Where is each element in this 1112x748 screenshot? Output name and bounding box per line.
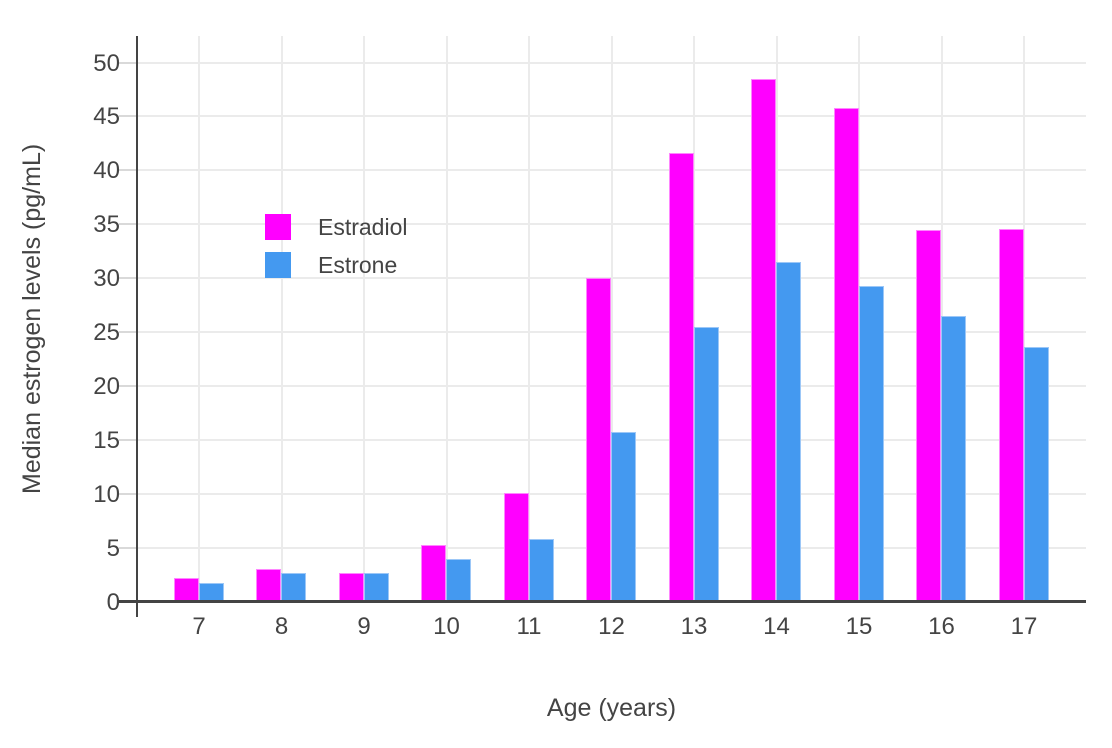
estrone-swatch-icon [265, 252, 291, 278]
y-tick-label: 0 [106, 588, 120, 616]
x-gridline [610, 36, 613, 602]
y-tick-label: 50 [93, 49, 120, 77]
y-axis-line [135, 36, 138, 617]
y-tick-label: 15 [93, 426, 120, 454]
estrone-bar [858, 285, 884, 602]
estradiol-bar [998, 228, 1024, 602]
estradiol-bar [338, 573, 364, 602]
x-gridline [445, 36, 448, 602]
estradiol-bar [421, 545, 446, 602]
estrone-bar [693, 326, 719, 602]
y-axis-tick [119, 61, 136, 64]
estrone-bar [611, 432, 636, 602]
estrone-bar [941, 315, 966, 602]
estradiol-bar [503, 492, 529, 602]
y-tick-label: 40 [93, 157, 120, 185]
x-tick-label: 16 [928, 613, 955, 640]
y-tick-label: 10 [93, 480, 120, 508]
x-tick-label: 11 [516, 613, 542, 640]
legend: Estradiol Estrone [265, 214, 407, 278]
legend-label-estradiol: Estradiol [318, 213, 408, 240]
y-axis-tick [119, 546, 136, 549]
estrone-bar [446, 559, 471, 602]
x-tick-label: 14 [763, 613, 790, 640]
estradiol-bar [751, 78, 776, 602]
y-tick-label: 30 [93, 265, 120, 293]
estradiol-bar [833, 107, 859, 602]
y-tick-label: 5 [106, 534, 120, 562]
legend-label-estrone: Estrone [318, 251, 398, 278]
y-axis-tick [119, 277, 136, 280]
estradiol-bar [916, 229, 941, 602]
x-tick-label: 13 [680, 613, 708, 640]
x-tick-label: 8 [274, 613, 289, 640]
x-gridline [280, 36, 283, 602]
y-axis-tick [119, 492, 136, 495]
estrone-bar [1023, 347, 1049, 602]
estrone-bar [776, 261, 801, 602]
x-gridline [363, 36, 365, 602]
x-tick-label: 17 [1010, 613, 1038, 640]
y-axis-tick [119, 115, 136, 118]
estrone-bar [281, 573, 306, 602]
y-axis-tick [119, 223, 136, 226]
y-tick-label: 35 [93, 211, 120, 239]
x-tick-label: 15 [845, 613, 873, 640]
estradiol-bar [586, 278, 611, 602]
y-axis-tick [119, 438, 136, 441]
x-gridline [198, 36, 200, 602]
x-tick-label: 9 [357, 613, 371, 640]
estrone-bar [363, 573, 389, 602]
legend-item-estrone: Estrone [265, 252, 407, 278]
estradiol-bar [668, 153, 694, 602]
y-tick-label: 45 [93, 103, 120, 131]
y-axis-title: Median estrogen levels (pg/mL) [18, 143, 46, 494]
x-gridline [528, 36, 530, 602]
y-tick-label: 20 [93, 372, 120, 400]
x-tick-label: 7 [192, 613, 206, 640]
y-axis-tick [119, 384, 136, 387]
estradiol-bar [173, 577, 199, 602]
legend-item-estradiol: Estradiol [265, 214, 407, 240]
estrone-bar [198, 583, 224, 602]
estradiol-bar [256, 569, 281, 602]
estrone-bar [528, 538, 554, 602]
x-gridline [1023, 36, 1025, 602]
y-axis-tick [119, 331, 136, 333]
x-tick-label: 12 [598, 613, 625, 640]
y-axis-tick [119, 169, 136, 172]
x-gridline [693, 36, 695, 602]
x-axis-title: Age (years) [546, 694, 677, 722]
estradiol-swatch-icon [265, 214, 291, 240]
x-tick-label: 10 [433, 613, 460, 640]
y-tick-label: 25 [93, 319, 120, 346]
x-axis-line [118, 600, 1086, 603]
